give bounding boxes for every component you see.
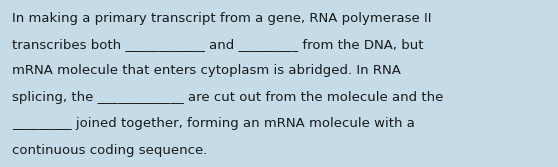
Text: In making a primary transcript from a gene, RNA polymerase II: In making a primary transcript from a ge… [12, 12, 432, 25]
Text: splicing, the _____________ are cut out from the molecule and the: splicing, the _____________ are cut out … [12, 91, 444, 104]
Text: continuous coding sequence.: continuous coding sequence. [12, 144, 208, 157]
Text: transcribes both ____________ and _________ from the DNA, but: transcribes both ____________ and ______… [12, 38, 424, 51]
Text: mRNA molecule that enters cytoplasm is abridged. In RNA: mRNA molecule that enters cytoplasm is a… [12, 64, 401, 77]
Text: _________ joined together, forming an mRNA molecule with a: _________ joined together, forming an mR… [12, 117, 415, 130]
